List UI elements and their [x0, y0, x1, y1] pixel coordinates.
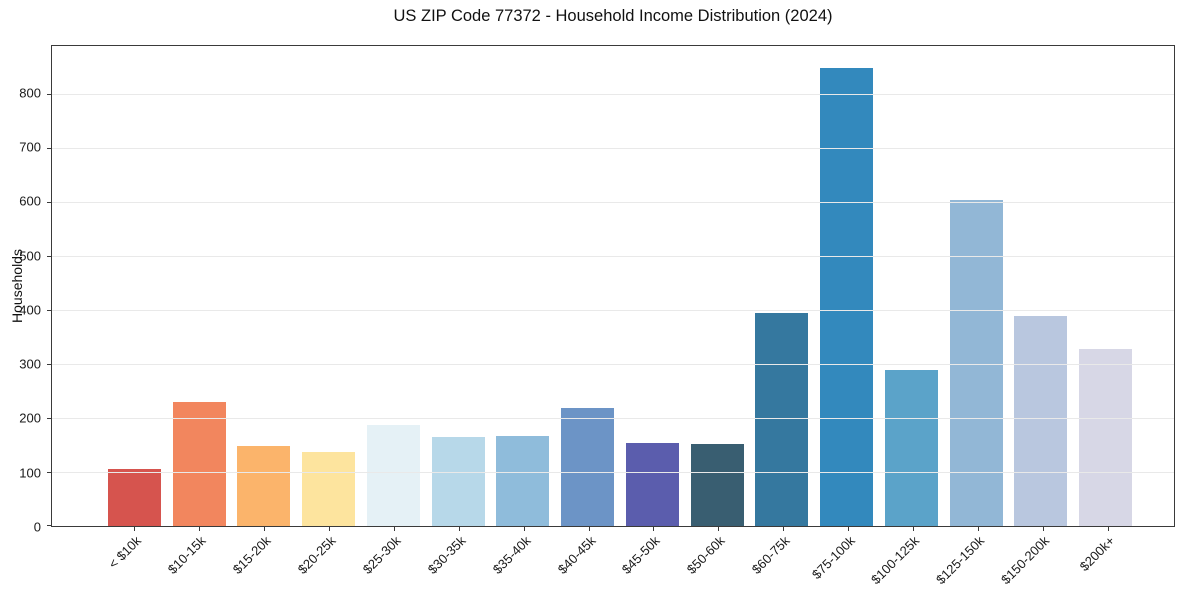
x-tick-mark — [783, 527, 785, 531]
x-tick-mark — [523, 527, 525, 531]
x-tick-label: $50-60k — [684, 533, 728, 577]
x-tick-mark — [588, 527, 590, 531]
bar-$40-45k — [561, 407, 615, 526]
x-tick-label: $45-50k — [619, 533, 664, 577]
y-axis-ticks: 0 100 200 300 400 500 600 700 800 — [0, 45, 44, 534]
y-tick-label: 300 — [19, 356, 41, 372]
bar-$125-150k — [949, 199, 1003, 526]
bar-slot — [491, 46, 556, 526]
x-tick-label: $15-20k — [229, 533, 274, 577]
bar-slot — [232, 46, 297, 526]
gridline-y-300 — [52, 363, 1174, 365]
plot-area — [47, 45, 1175, 531]
x-tick-mark — [458, 527, 460, 531]
y-tick-mark — [47, 201, 51, 203]
bar-$75-100k — [820, 67, 874, 526]
gridline-y-400 — [52, 309, 1174, 311]
x-tick-label: $60-75k — [748, 533, 793, 577]
x-tick-label: $40-45k — [554, 533, 599, 577]
bar-slot — [1009, 46, 1074, 526]
bar-$60-75k — [755, 312, 809, 526]
bars-container — [52, 46, 1174, 526]
y-tick-mark — [47, 363, 51, 365]
gridline-y-600 — [52, 201, 1174, 203]
y-tick-label: 200 — [19, 410, 41, 426]
x-tick-mark — [329, 527, 331, 531]
bar-slot — [944, 46, 1009, 526]
gridline-y-700 — [52, 147, 1174, 149]
y-tick-label: 800 — [19, 85, 41, 101]
x-tick-label: $10-15k — [165, 533, 209, 577]
x-tick-mark — [653, 527, 655, 531]
bar-$100-125k — [884, 370, 938, 526]
chart-title: US ZIP Code 77372 - Household Income Dis… — [393, 7, 833, 25]
x-tick-label: $75-100k — [808, 533, 858, 582]
x-tick-label: $35-40k — [489, 533, 534, 577]
bar-$10-15k — [172, 402, 226, 526]
bar-$35-40k — [496, 436, 550, 526]
x-tick-mark — [977, 527, 979, 531]
bar-slot — [750, 46, 815, 526]
y-tick-label: 400 — [19, 302, 41, 318]
bar-$20-25k — [302, 451, 356, 526]
bar-slot — [685, 46, 750, 526]
bar-$15-20k — [237, 446, 291, 526]
x-tick-label: $200k+ — [1076, 533, 1118, 575]
x-tick-label: < $10k — [105, 533, 145, 572]
x-tick-mark — [199, 527, 201, 531]
bar-$45-50k — [625, 442, 679, 526]
bar-$30-35k — [431, 436, 485, 526]
x-tick-label: $125-150k — [933, 533, 988, 588]
bar-$25-30k — [366, 425, 420, 526]
y-tick-mark — [47, 309, 51, 311]
x-tick-label: $150-200k — [998, 533, 1053, 588]
x-axis-ticks: < $10k $10-15k $15-20k $20-25k $25-30k $30-35… — [51, 533, 1175, 588]
y-tick-label: 700 — [19, 139, 41, 155]
y-tick-mark — [47, 417, 51, 419]
y-tick-label: 0 — [33, 519, 41, 535]
x-tick-mark — [1107, 527, 1109, 531]
y-tick-mark — [47, 147, 51, 149]
x-tick-mark — [264, 527, 266, 531]
y-tick-mark — [47, 471, 51, 473]
y-tick-label: 600 — [19, 193, 41, 209]
x-tick-label: $30-35k — [424, 533, 469, 577]
x-tick-mark — [848, 527, 850, 531]
gridline-y-800 — [52, 93, 1174, 95]
bar-slot — [1073, 46, 1138, 526]
gridline-y-200 — [52, 417, 1174, 419]
y-tick-mark — [47, 255, 51, 257]
bar-slot — [102, 46, 167, 526]
y-tick-mark — [47, 525, 51, 526]
gridline-y-100 — [52, 471, 1174, 473]
bar-slot — [555, 46, 620, 526]
bar-slot — [361, 46, 426, 526]
x-tick-label: $100-125k — [868, 533, 923, 588]
bar-slot — [426, 46, 491, 526]
y-tick-mark — [47, 93, 51, 95]
y-tick-label: 500 — [19, 248, 41, 264]
x-tick-mark — [912, 527, 914, 531]
bar-$200k+ — [1079, 349, 1133, 526]
bar-$150-200k — [1014, 315, 1068, 526]
bar-slot — [620, 46, 685, 526]
bar-< $10k — [107, 469, 161, 526]
x-tick-mark — [134, 527, 136, 531]
x-tick-mark — [718, 527, 720, 531]
x-tick-label: $20-25k — [294, 533, 339, 577]
gridline-y-500 — [52, 255, 1174, 257]
bar-slot — [167, 46, 232, 526]
x-tick-mark — [1042, 527, 1044, 531]
bar-slot — [296, 46, 361, 526]
y-tick-label: 100 — [19, 465, 41, 481]
bar-slot — [879, 46, 944, 526]
x-tick-mark — [393, 527, 395, 531]
bar-slot — [814, 46, 879, 526]
bar-$50-60k — [690, 444, 744, 526]
x-tick-label: $25-30k — [359, 533, 404, 577]
